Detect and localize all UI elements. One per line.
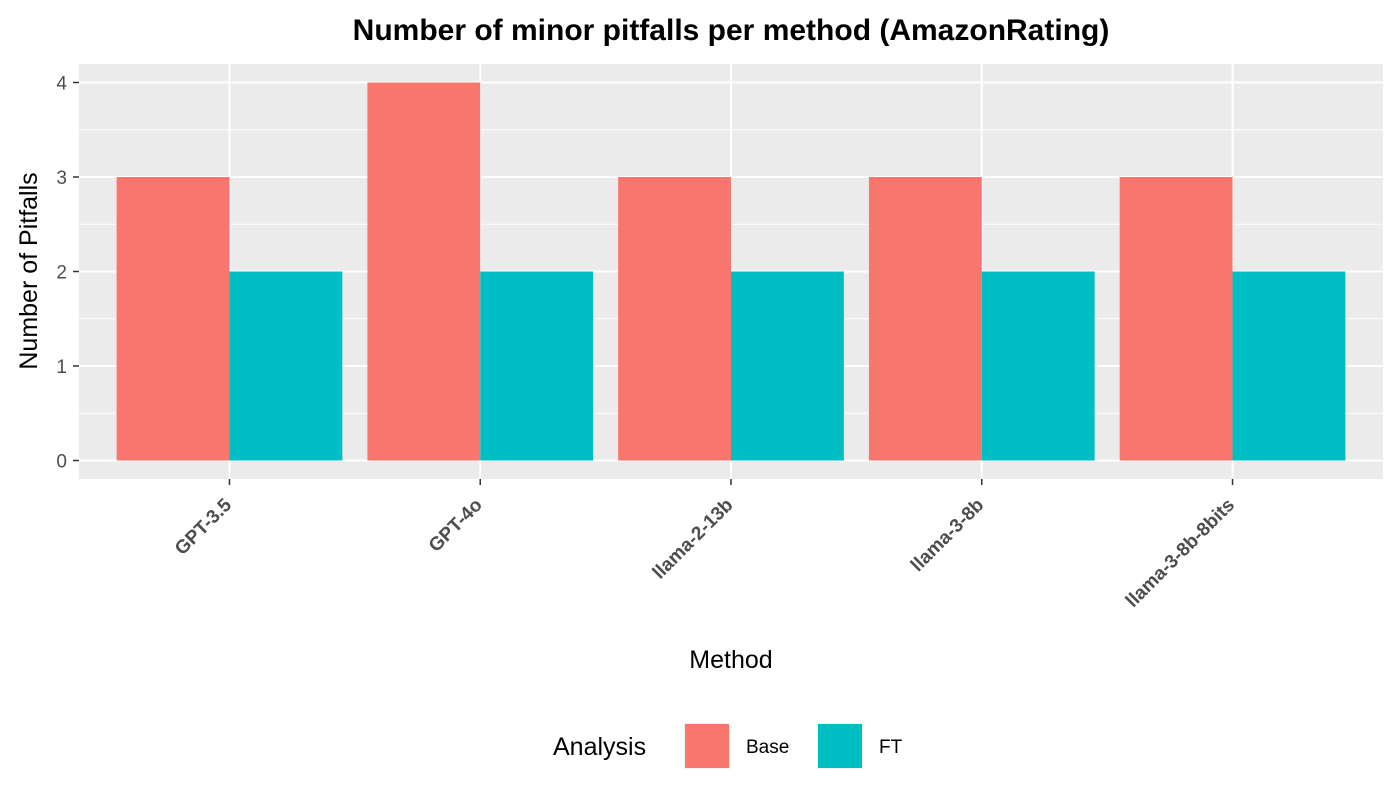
x-axis: GPT-3.5 GPT-4o llama-2-13b llama-3-8b llama-… — [171, 479, 1239, 612]
legend-label-base: Base — [746, 737, 789, 758]
legend-swatch-ft — [818, 724, 862, 768]
x-tick-label: GPT-3.5 — [171, 494, 236, 559]
y-axis: 0 1 2 3 4 — [56, 74, 79, 473]
x-tick-label: llama-3-8b-8bits — [1122, 495, 1239, 612]
x-axis-title: Method — [689, 646, 772, 674]
legend: Analysis Base FT — [553, 723, 903, 769]
y-tick-label: 1 — [56, 357, 67, 378]
y-tick-label: 4 — [56, 74, 67, 95]
x-tick-label: llama-2-13b — [649, 495, 738, 584]
bar-ft-4 — [981, 271, 1095, 461]
bar-base-2 — [367, 82, 481, 461]
bar-ft-2 — [480, 271, 594, 461]
y-tick-label: 2 — [56, 263, 67, 284]
bar-base-5 — [1119, 177, 1233, 461]
bars — [116, 82, 1346, 461]
legend-label-ft: FT — [879, 737, 903, 758]
bar-base-3 — [618, 177, 731, 461]
bar-ft-1 — [229, 271, 343, 461]
x-tick-label: GPT-4o — [425, 495, 487, 557]
bar-base-4 — [868, 177, 982, 461]
y-axis-title: Number of Pitfalls — [15, 172, 43, 369]
x-tick-label: llama-3-8b — [907, 495, 988, 576]
chart-title: Number of minor pitfalls per method (Ama… — [353, 14, 1110, 47]
bar-ft-3 — [731, 271, 844, 461]
legend-title: Analysis — [553, 733, 646, 761]
y-tick-label: 0 — [56, 452, 67, 473]
bar-base-1 — [116, 177, 230, 461]
bar-ft-5 — [1232, 271, 1346, 461]
y-tick-label: 3 — [56, 168, 67, 189]
legend-swatch-base — [685, 724, 729, 768]
